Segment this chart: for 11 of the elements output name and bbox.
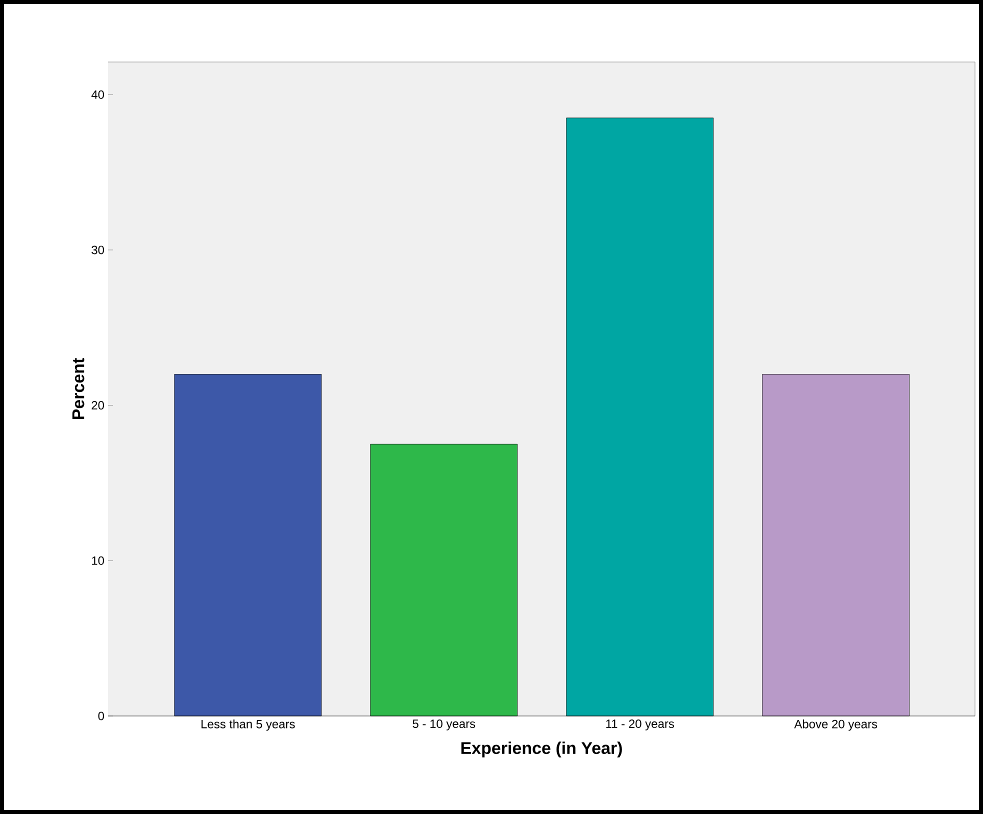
- y-tick-label: 10: [92, 556, 104, 565]
- x-tick-label: Above 20 years: [794, 720, 878, 731]
- x-tick-label: Less than 5 years: [202, 720, 295, 731]
- x-tick-label: 11 - 20 years: [606, 720, 674, 730]
- y-axis-title: Percent: [72, 358, 84, 420]
- y-tick-label: 30: [92, 246, 104, 254]
- x-axis-title: Experience (in Year): [461, 742, 622, 758]
- y-tick-label: 0: [98, 712, 104, 720]
- y-tick-label: 20: [92, 401, 104, 410]
- y-tick-label: 40: [91, 90, 104, 99]
- x-tick-label: 5 - 10 years: [412, 720, 476, 730]
